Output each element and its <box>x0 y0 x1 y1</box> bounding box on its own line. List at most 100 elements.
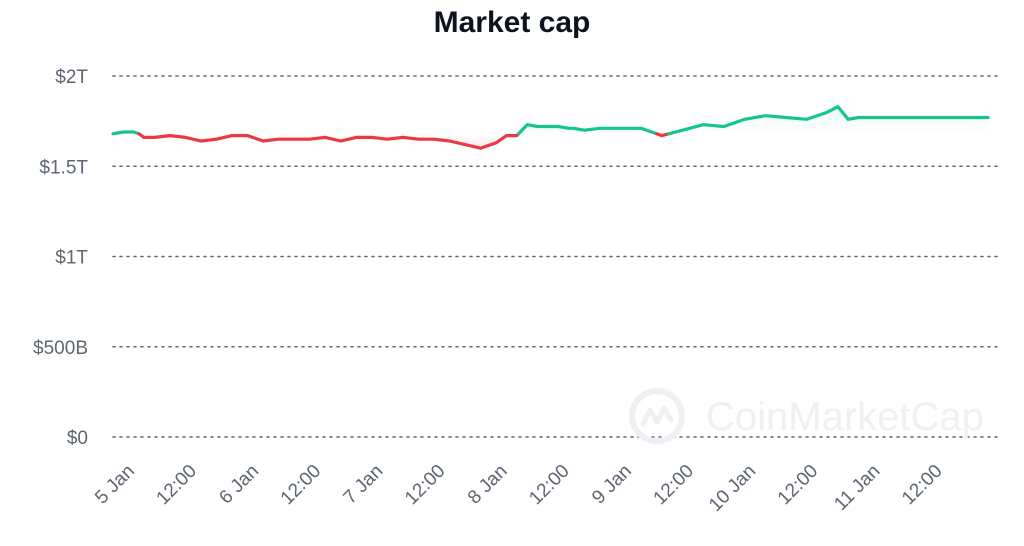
watermark: CoinMarketCap <box>629 388 984 444</box>
data-point <box>121 130 125 134</box>
data-point <box>939 116 943 120</box>
data-point <box>504 134 508 138</box>
data-point <box>215 137 219 141</box>
x-tick-label: 5 Jan <box>91 461 139 509</box>
data-point <box>385 137 389 141</box>
x-axis-ticks: 5 Jan 12:00 6 Jan 12:00 7 Jan 12:00 8 Jan 12:00… <box>91 461 946 516</box>
watermark-text: CoinMarketCap <box>706 395 984 439</box>
data-point <box>494 141 498 145</box>
coinmarketcap-logo-icon <box>629 388 685 444</box>
data-point <box>986 116 990 120</box>
data-point <box>701 123 705 127</box>
x-tick-label: 12:00 <box>401 461 449 509</box>
data-point <box>598 126 602 130</box>
line-segment-up <box>667 105 990 136</box>
data-point <box>199 139 203 143</box>
data-point <box>867 116 871 120</box>
data-point <box>111 132 115 136</box>
data-point <box>152 135 156 139</box>
data-point <box>168 134 172 138</box>
data-point <box>479 146 483 150</box>
data-point <box>784 116 788 120</box>
data-point <box>546 125 550 129</box>
data-point <box>448 139 452 143</box>
data-point <box>846 117 850 121</box>
data-point <box>970 116 974 120</box>
data-point <box>339 139 343 143</box>
x-tick-label: 12:00 <box>650 461 698 509</box>
data-point <box>836 105 840 109</box>
line-segment-up <box>517 123 659 136</box>
data-point <box>142 135 146 139</box>
data-point <box>556 125 560 129</box>
data-point <box>370 135 374 139</box>
data-point <box>660 134 664 138</box>
x-tick-label: 7 Jan <box>340 461 388 509</box>
data-point <box>515 134 519 138</box>
y-tick-label: $1T <box>55 248 88 269</box>
data-point <box>354 135 358 139</box>
data-point <box>416 137 420 141</box>
data-point <box>888 116 892 120</box>
y-tick-label: $2T <box>55 67 88 88</box>
x-tick-label: 12:00 <box>277 461 325 509</box>
data-point <box>567 126 571 130</box>
line-segment-down <box>655 132 671 138</box>
data-point <box>572 126 576 130</box>
data-point <box>536 125 540 129</box>
x-tick-label: 6 Jan <box>215 461 263 509</box>
x-tick-label: 12:00 <box>525 461 573 509</box>
data-point <box>432 137 436 141</box>
x-tick-label: 8 Jan <box>464 461 512 509</box>
data-point <box>292 137 296 141</box>
data-point <box>815 114 819 118</box>
data-point <box>323 135 327 139</box>
x-tick-label: 11 Jan <box>830 461 884 515</box>
data-point <box>618 126 622 130</box>
data-point <box>857 116 861 120</box>
grid-lines <box>112 75 1001 438</box>
y-tick-label: $1.5T <box>39 157 88 178</box>
x-tick-label: 12:00 <box>898 461 946 509</box>
area-above-baseline <box>668 106 988 134</box>
data-point <box>525 123 529 127</box>
data-point <box>230 134 234 138</box>
x-tick-label: 10 Jan <box>705 461 760 516</box>
data-point <box>872 116 876 120</box>
chart-title: Market cap <box>433 6 591 39</box>
data-point <box>639 126 643 130</box>
data-point <box>950 116 954 120</box>
data-point <box>582 128 586 132</box>
data-point <box>805 117 809 121</box>
line-segment-down <box>137 132 521 150</box>
data-point <box>132 130 136 134</box>
data-point <box>908 116 912 120</box>
y-axis-ticks: $2T $1.5T $1T $500B $0 <box>33 67 88 449</box>
x-tick-label: 12:00 <box>153 461 201 509</box>
area-below-baseline <box>138 133 519 149</box>
data-point <box>277 137 281 141</box>
data-point <box>924 116 928 120</box>
series-line <box>111 105 990 150</box>
data-point <box>308 137 312 141</box>
data-point <box>463 143 467 147</box>
data-point <box>965 116 969 120</box>
data-point <box>981 116 985 120</box>
data-point <box>401 135 405 139</box>
data-point <box>898 116 902 120</box>
x-tick-label: 12:00 <box>774 461 822 509</box>
data-point <box>681 128 685 132</box>
data-point <box>743 117 747 121</box>
y-tick-label: $0 <box>67 428 88 449</box>
line-segment-up <box>111 130 141 136</box>
data-point <box>261 139 265 143</box>
data-point <box>960 116 964 120</box>
y-tick-label: $500B <box>33 338 88 359</box>
data-point <box>137 132 141 136</box>
x-tick-label: 9 Jan <box>588 461 636 509</box>
data-point <box>246 134 250 138</box>
data-point <box>722 125 726 129</box>
data-point <box>825 110 829 114</box>
